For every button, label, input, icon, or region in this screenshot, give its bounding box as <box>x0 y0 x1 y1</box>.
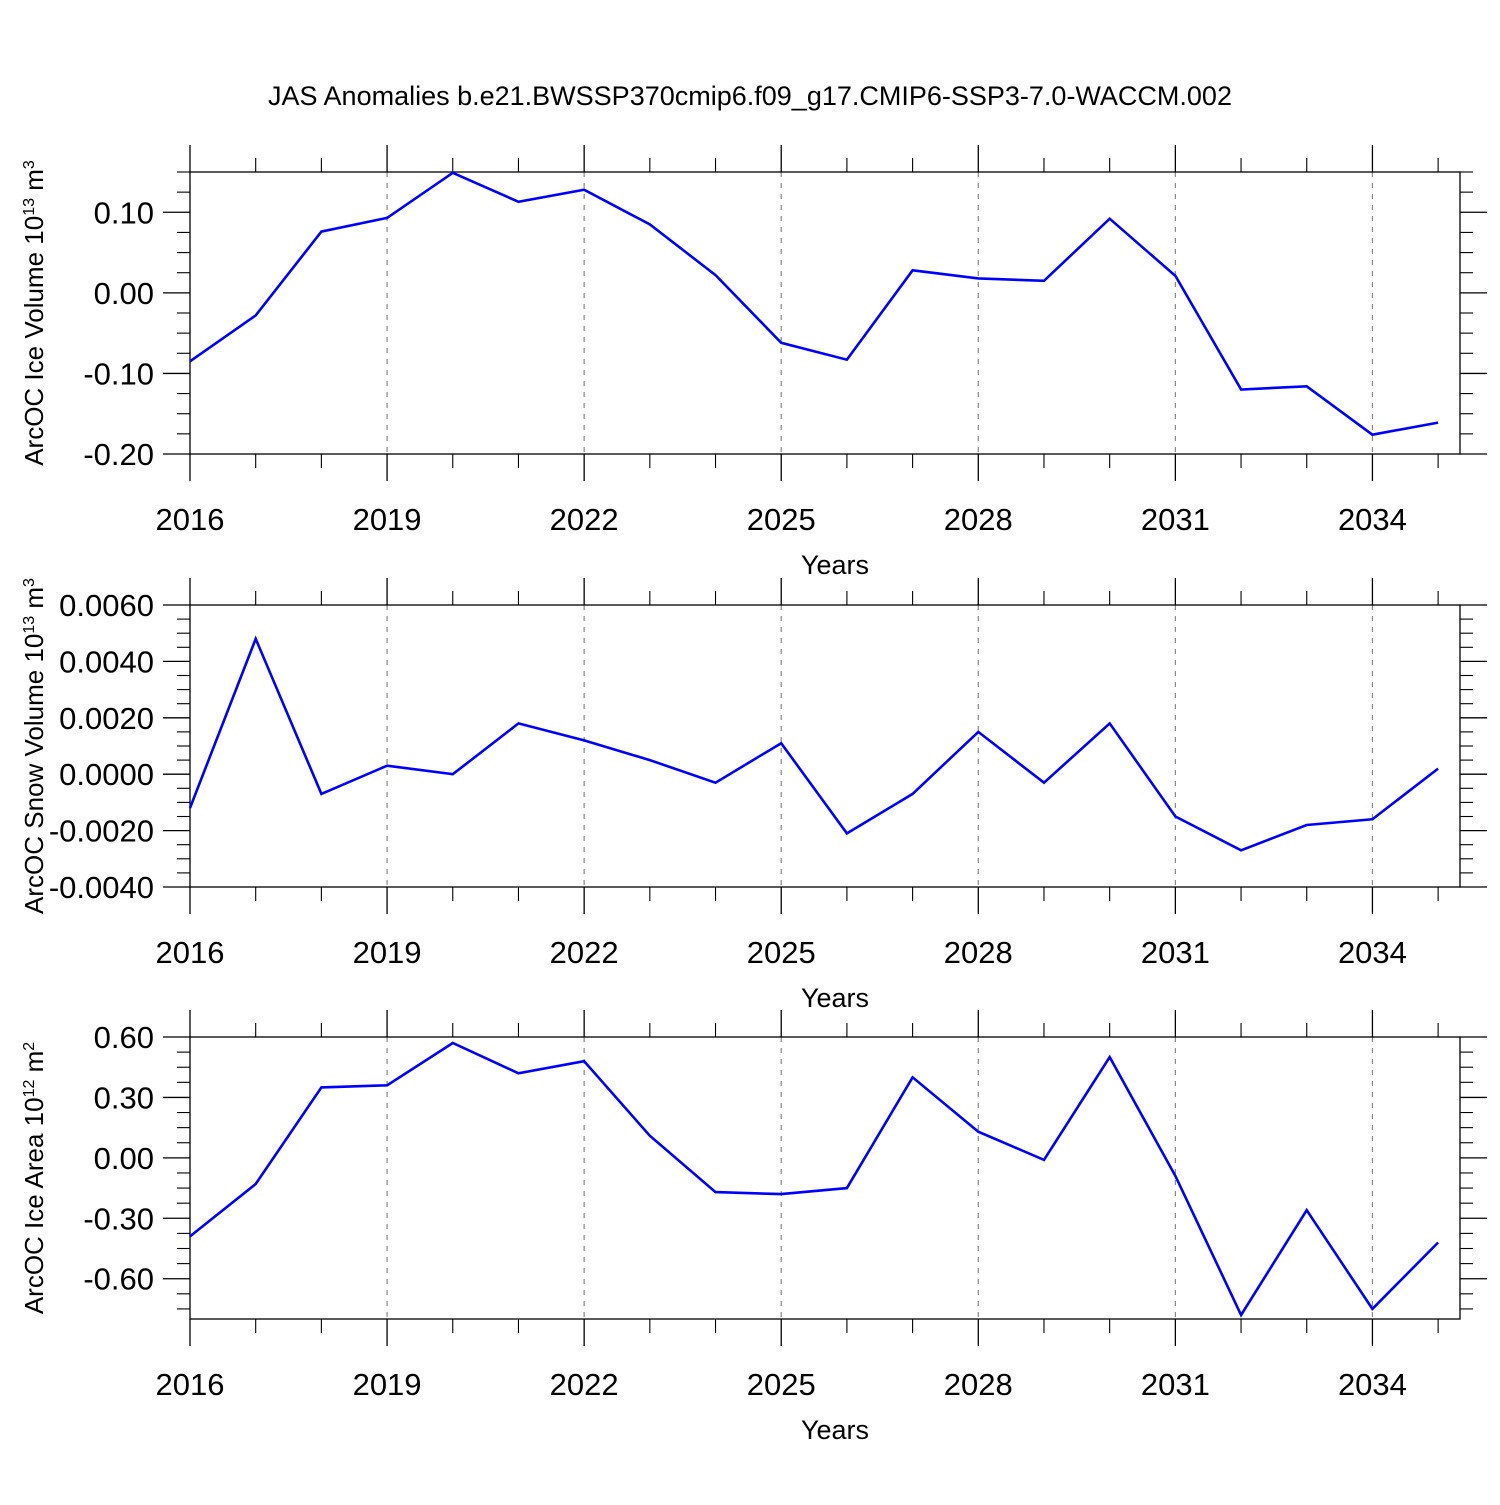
panel-3-y-tick-label: -0.30 <box>83 1201 154 1236</box>
panel-3-frame <box>190 1037 1460 1319</box>
chart-title: JAS Anomalies b.e21.BWSSP370cmip6.f09_g1… <box>268 81 1232 111</box>
panel-2-x-tick-label: 2019 <box>353 935 422 970</box>
panel-1-y-tick-label: -0.10 <box>83 356 154 391</box>
panel-3-y-tick-label: 0.00 <box>94 1141 154 1176</box>
panel-1-series-line <box>190 173 1438 435</box>
panel-1-x-tick-label: 2019 <box>353 502 422 537</box>
panel-3-x-tick-label: 2019 <box>353 1367 422 1402</box>
panel-3-x-tick-label: 2022 <box>550 1367 619 1402</box>
panel-2-x-tick-label: 2022 <box>550 935 619 970</box>
panel-3-x-axis-label: Years <box>801 1415 869 1445</box>
panel-2-y-tick-label: 0.0060 <box>59 588 154 623</box>
panel-3-y-tick-label: 0.30 <box>94 1080 154 1115</box>
panel-1-y-axis-label: ArcOC Ice Volume 1013 m3 <box>19 160 49 466</box>
panel-1-x-tick-label: 2034 <box>1338 502 1407 537</box>
panel-3-x-tick-label: 2016 <box>156 1367 225 1402</box>
panel-3-y-tick-label: 0.60 <box>94 1020 154 1055</box>
panel-1-y-tick-label: 0.00 <box>94 276 154 311</box>
panel-3-x-tick-label: 2028 <box>944 1367 1013 1402</box>
panel-3-x-tick-label: 2034 <box>1338 1367 1407 1402</box>
panel-2-y-tick-label: -0.0040 <box>49 870 154 905</box>
panel-1-y-tick-label: 0.10 <box>94 195 154 230</box>
panel-2-x-axis-label: Years <box>801 983 869 1013</box>
panel-2-x-tick-label: 2031 <box>1141 935 1210 970</box>
panel-2-y-tick-label: -0.0020 <box>49 814 154 849</box>
panel-3-x-tick-label: 2025 <box>747 1367 816 1402</box>
panel-1-frame <box>190 172 1460 454</box>
panel-3-y-tick-label: -0.60 <box>83 1262 154 1297</box>
panel-1-x-tick-label: 2016 <box>156 502 225 537</box>
panel-1-x-tick-label: 2031 <box>1141 502 1210 537</box>
panel-2-y-tick-label: 0.0000 <box>59 757 154 792</box>
panel-3-series-line <box>190 1043 1438 1315</box>
panel-2-x-tick-label: 2034 <box>1338 935 1407 970</box>
panel-1-x-tick-label: 2025 <box>747 502 816 537</box>
panel-2-y-tick-label: 0.0040 <box>59 644 154 679</box>
panel-3-y-axis-label: ArcOC Ice Area 1012 m2 <box>19 1042 49 1314</box>
panel-3-x-tick-label: 2031 <box>1141 1367 1210 1402</box>
panel-2-x-tick-label: 2025 <box>747 935 816 970</box>
panel-1-x-tick-label: 2022 <box>550 502 619 537</box>
panel-2-y-axis-label: ArcOC Snow Volume 1013 m3 <box>19 578 49 914</box>
panel-1-y-tick-label: -0.20 <box>83 437 154 472</box>
panel-2-x-tick-label: 2028 <box>944 935 1013 970</box>
panel-2-y-tick-label: 0.0020 <box>59 701 154 736</box>
panel-1-x-axis-label: Years <box>801 550 869 580</box>
panel-2-series-line <box>190 639 1438 851</box>
panel-2-x-tick-label: 2016 <box>156 935 225 970</box>
panel-2-frame <box>190 605 1460 887</box>
panel-1-x-tick-label: 2028 <box>944 502 1013 537</box>
